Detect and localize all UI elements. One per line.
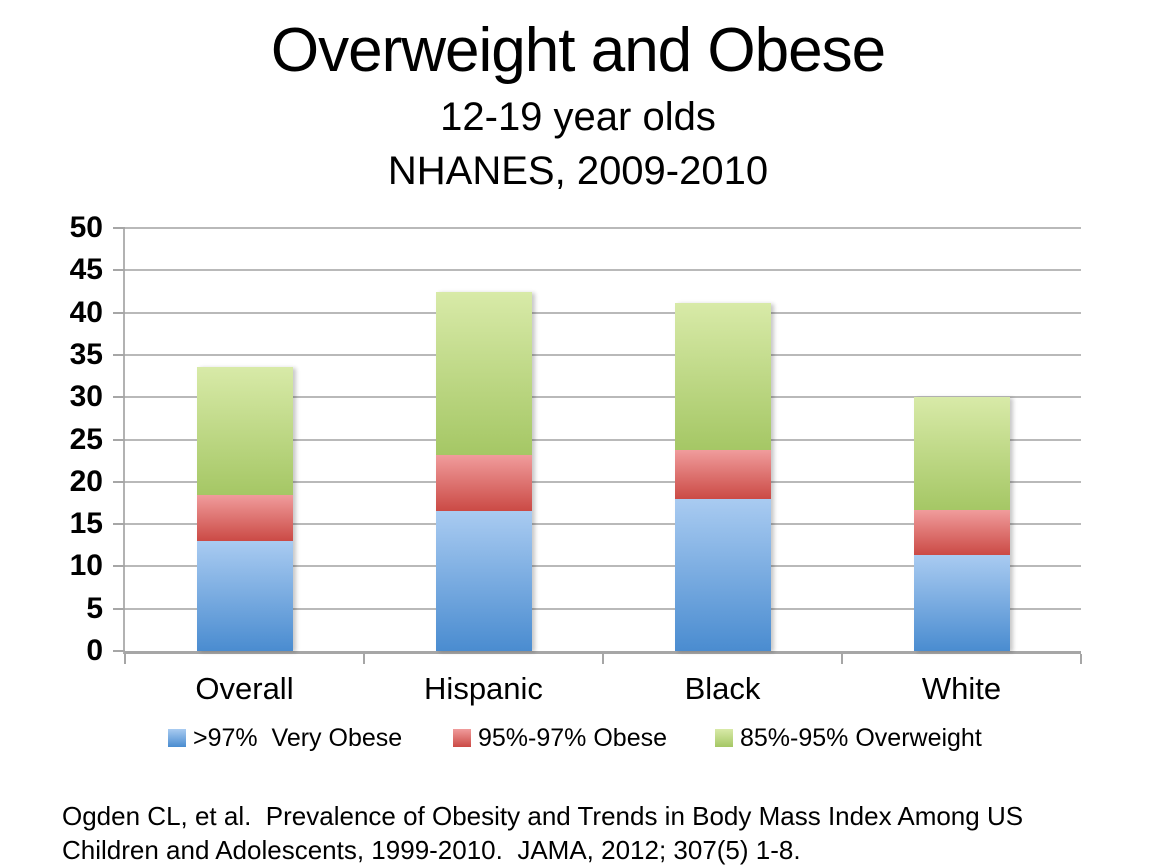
bar-segment	[674, 498, 771, 651]
y-axis-tick-label: 5	[86, 591, 103, 625]
y-axis-tick-label: 0	[86, 634, 103, 667]
x-axis-label: Hispanic	[424, 671, 543, 706]
legend-swatch-very-obese	[168, 729, 186, 747]
y-axis-tick	[113, 480, 125, 483]
gridline	[125, 311, 1081, 314]
legend-item: 85%-95% Overweight	[715, 724, 982, 752]
chart-legend: >97% Very Obese 95%-97% Obese 85%-95% Over…	[0, 724, 1156, 754]
y-axis-tick-label: 50	[69, 211, 103, 244]
stacked-bar-chart: 0 5 10 15 20 25 30 35 40 45 50 Overall Hispanic Black…	[70, 212, 1082, 706]
y-axis-tick-label: 10	[69, 549, 103, 583]
bar-segment	[196, 495, 293, 542]
chart-subtitle-survey: NHANES, 2009-2010	[387, 149, 769, 193]
y-axis-tick	[113, 523, 125, 526]
bar-segment	[913, 555, 1010, 651]
chart-title: Overweight and Obese	[270, 16, 886, 85]
bar-segment	[913, 509, 1010, 556]
legend-item: >97% Very Obese	[168, 724, 402, 752]
citation: Ogden CL, et al. Prevalence of Obesity a…	[62, 799, 1112, 867]
y-axis-tick	[113, 311, 125, 314]
y-axis-tick	[113, 227, 125, 229]
x-axis-tick	[1080, 654, 1082, 664]
y-axis-tick	[113, 650, 125, 652]
gridline	[125, 565, 1081, 568]
legend-label: 85%-95% Overweight	[740, 723, 982, 752]
bar-segment	[196, 366, 293, 496]
x-axis-tick	[602, 654, 604, 664]
x-axis-tick	[124, 654, 126, 664]
y-axis-tick	[113, 353, 125, 356]
bar-segment	[674, 449, 771, 499]
y-axis-tick-label: 45	[69, 253, 103, 287]
bar-segment	[435, 511, 532, 651]
bar-segment	[674, 303, 771, 450]
y-axis-tick-label: 35	[69, 337, 103, 371]
legend-swatch-overweight	[715, 729, 733, 747]
x-axis-label: Overall	[195, 671, 294, 706]
gridline	[125, 227, 1081, 229]
x-axis-label: White	[921, 671, 1002, 706]
gridline	[125, 607, 1081, 610]
y-axis-tick	[113, 438, 125, 441]
citation-line-1: Ogden CL, et al. Prevalence of Obesity a…	[62, 801, 1024, 831]
gridline	[125, 269, 1081, 272]
y-axis-tick-label: 15	[69, 507, 103, 541]
bar-white	[913, 397, 1010, 651]
bar-segment	[435, 454, 532, 512]
bar-segment	[913, 397, 1010, 510]
y-axis-tick-label: 40	[69, 295, 103, 329]
x-axis-label: Black	[684, 671, 761, 706]
gridline	[125, 480, 1081, 483]
legend-item: 95%-97% Obese	[453, 724, 667, 752]
legend-label: 95%-97% Obese	[478, 723, 668, 752]
y-axis-tick-label: 30	[69, 380, 103, 414]
y-axis-tick-label: 25	[69, 422, 103, 456]
legend-swatch-obese	[453, 729, 471, 747]
gridline	[125, 523, 1081, 526]
y-axis-tick	[113, 565, 125, 568]
gridline	[125, 353, 1081, 356]
x-axis-tick	[841, 654, 843, 664]
bar-black	[674, 303, 771, 651]
x-axis-tick	[363, 654, 365, 664]
bar-segment	[196, 541, 293, 651]
bar-hispanic	[435, 292, 532, 651]
y-axis-tick	[113, 396, 125, 399]
gridline	[125, 438, 1081, 441]
y-axis-tick	[113, 607, 125, 610]
chart-subtitle-age: 12-19 year olds	[440, 95, 716, 139]
gridline	[125, 396, 1081, 399]
bar-overall	[196, 366, 293, 651]
y-axis-tick-label: 20	[69, 464, 103, 498]
y-axis-tick	[113, 269, 125, 272]
citation-line-2: Children and Adolescents, 1999-2010. JAM…	[62, 835, 801, 865]
bar-segment	[435, 292, 532, 455]
legend-label: >97% Very Obese	[193, 723, 403, 752]
